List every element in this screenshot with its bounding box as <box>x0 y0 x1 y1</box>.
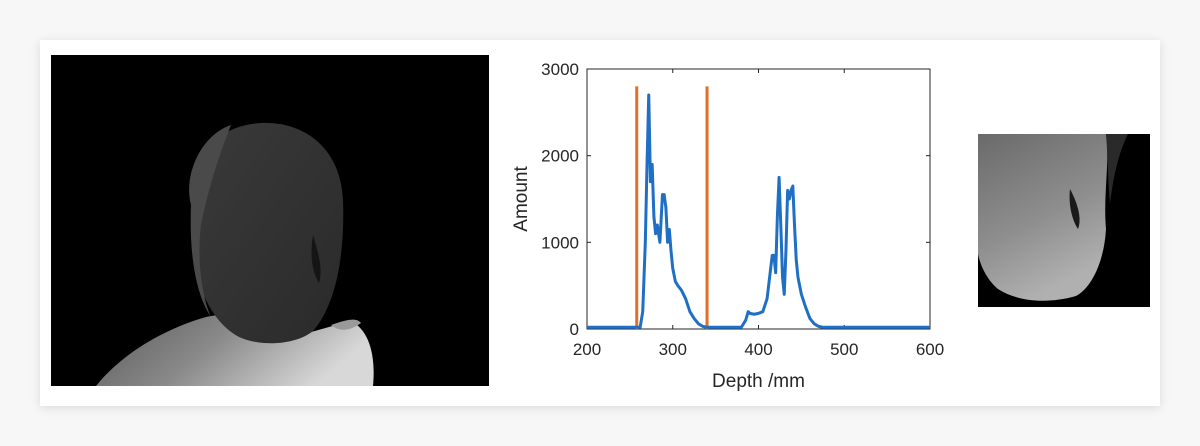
y-tick-label: 0 <box>570 320 579 339</box>
x-tick-label: 200 <box>573 340 601 359</box>
plot-frame <box>586 68 931 330</box>
depth-image-cropped <box>978 134 1150 307</box>
y-tick-label: 1000 <box>541 233 579 252</box>
depth-image-full <box>51 55 489 386</box>
x-axis-label: Depth /mm <box>712 371 805 392</box>
x-tick-label: 600 <box>916 340 944 359</box>
depth-histogram-chart: 200 300 400 500 600 0 1000 2000 3000 Depth /mm Amo… <box>511 60 944 392</box>
x-tick-label: 300 <box>659 340 687 359</box>
y-tick-label: 2000 <box>541 147 579 166</box>
figure-card: 200 300 400 500 600 0 1000 2000 3000 Depth /mm Amo… <box>40 40 1160 406</box>
x-tick-label: 500 <box>830 340 858 359</box>
histogram-series-line <box>587 93 930 329</box>
x-tick-label: 400 <box>744 340 772 359</box>
y-tick-label: 3000 <box>541 60 579 79</box>
y-axis-label: Amount <box>511 166 532 232</box>
